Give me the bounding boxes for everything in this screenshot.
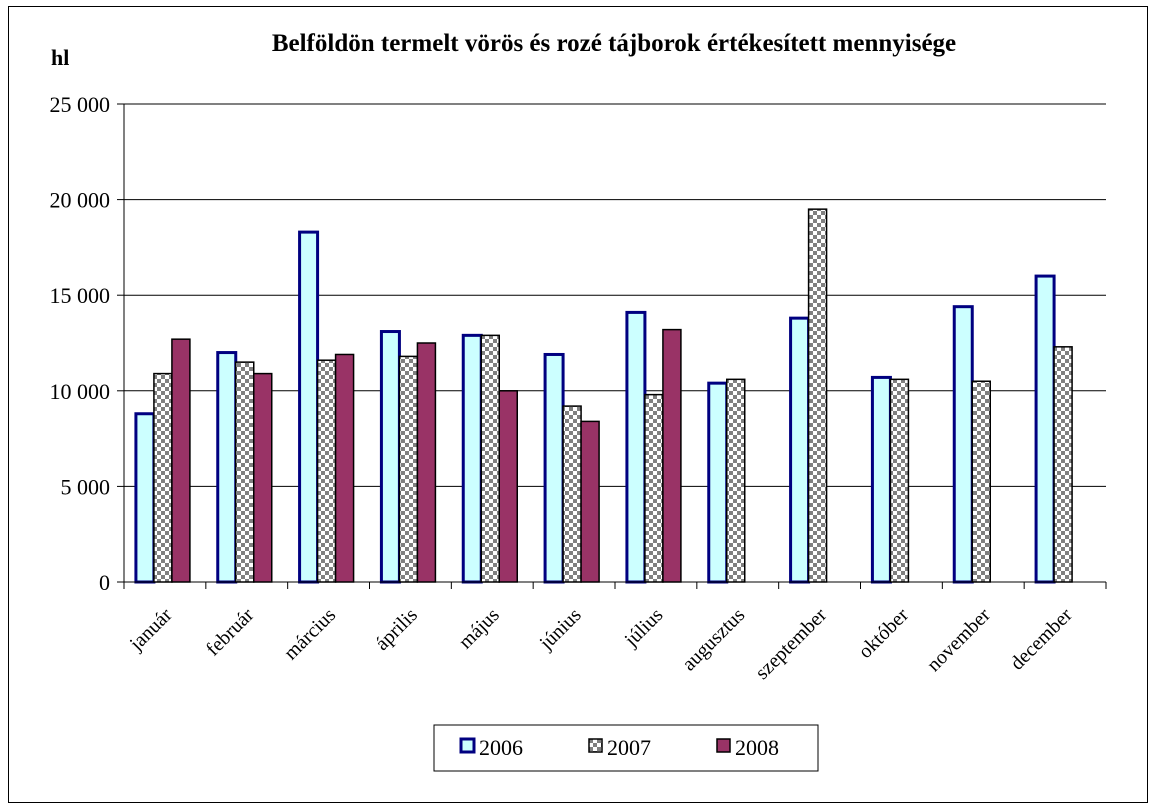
bar-2007-augusztus [726, 378, 746, 583]
bar-2006-február [216, 351, 238, 584]
legend-label-2008: 2008 [735, 735, 779, 760]
y-tick-label: 10 000 [50, 379, 111, 404]
bar-2007-március [316, 359, 337, 583]
x-tick-label: június [535, 604, 586, 655]
y-axis-unit: hl [51, 45, 69, 70]
bar-2007-január [153, 372, 173, 583]
bar-2006-január [134, 412, 156, 584]
bar-2006-március [298, 230, 320, 584]
bar-2007-november [971, 380, 991, 583]
bar-2006-december [1034, 274, 1056, 584]
legend-box [433, 724, 819, 772]
bar-2007-június [562, 405, 582, 583]
bar-2007-december [1053, 346, 1073, 583]
bar-2006-április [379, 330, 401, 584]
x-tick-label: április [371, 604, 422, 655]
bar-2006-május [461, 333, 483, 584]
bar-2008-március [334, 353, 355, 583]
bar-2007-július [644, 393, 664, 583]
bar-2007-szeptember [807, 208, 828, 583]
bar-2008-július [662, 328, 682, 583]
bars [134, 208, 1073, 584]
bar-2006-szeptember [789, 316, 811, 584]
y-axis-ticks: 0 5 000 10 000 15 000 20 000 25 000 [50, 92, 124, 595]
bar-2007-május [480, 334, 500, 583]
y-tick-label: 0 [99, 570, 110, 595]
y-tick-label: 15 000 [50, 283, 111, 308]
bar-2006-július [625, 310, 647, 584]
bar-2008-május [498, 390, 518, 583]
x-tick-label: szeptember [751, 604, 831, 684]
legend-label-2007: 2007 [607, 735, 651, 760]
bar-2006-október [870, 375, 892, 584]
gridlines [124, 103, 1106, 487]
x-tick-label: január [125, 604, 177, 656]
bar-2006-június [543, 352, 565, 584]
bar-2007-április [398, 355, 419, 583]
bar-2006-november [952, 305, 974, 584]
x-tick-label: augusztus [678, 604, 749, 675]
bar-2008-január [171, 338, 191, 583]
legend-label-2006: 2006 [479, 735, 523, 760]
legend-swatch-2006 [459, 737, 476, 754]
bar-2008-február [253, 372, 273, 583]
x-tick-label: október [854, 604, 913, 663]
x-axis-labels: január február március április május június jú… [125, 604, 1077, 684]
x-tick-label: május [454, 604, 503, 653]
x-tick-label: december [1006, 604, 1077, 675]
bar-2007-február [235, 361, 255, 583]
y-tick-label: 25 000 [50, 92, 111, 117]
y-tick-label: 20 000 [50, 188, 111, 213]
bar-2007-október [889, 378, 910, 583]
legend: 2006 2007 2008 [433, 724, 819, 772]
legend-swatch-2008 [716, 738, 731, 753]
bar-2006-augusztus [707, 381, 729, 584]
legend-swatch-2007 [588, 738, 603, 753]
x-tick-label: július [620, 604, 668, 652]
chart: Belföldön termelt vörös és rozé tájborok… [50, 30, 1107, 772]
y-tick-label: 5 000 [61, 474, 111, 499]
chart-frame: Belföldön termelt vörös és rozé tájborok… [8, 6, 1148, 803]
axes [123, 104, 1107, 589]
x-tick-label: november [923, 604, 995, 676]
x-tick-label: március [280, 604, 340, 664]
bar-2008-április [416, 342, 437, 583]
bar-2008-június [580, 420, 600, 583]
x-tick-label: február [202, 604, 259, 661]
chart-title: Belföldön termelt vörös és rozé tájborok… [272, 30, 956, 57]
